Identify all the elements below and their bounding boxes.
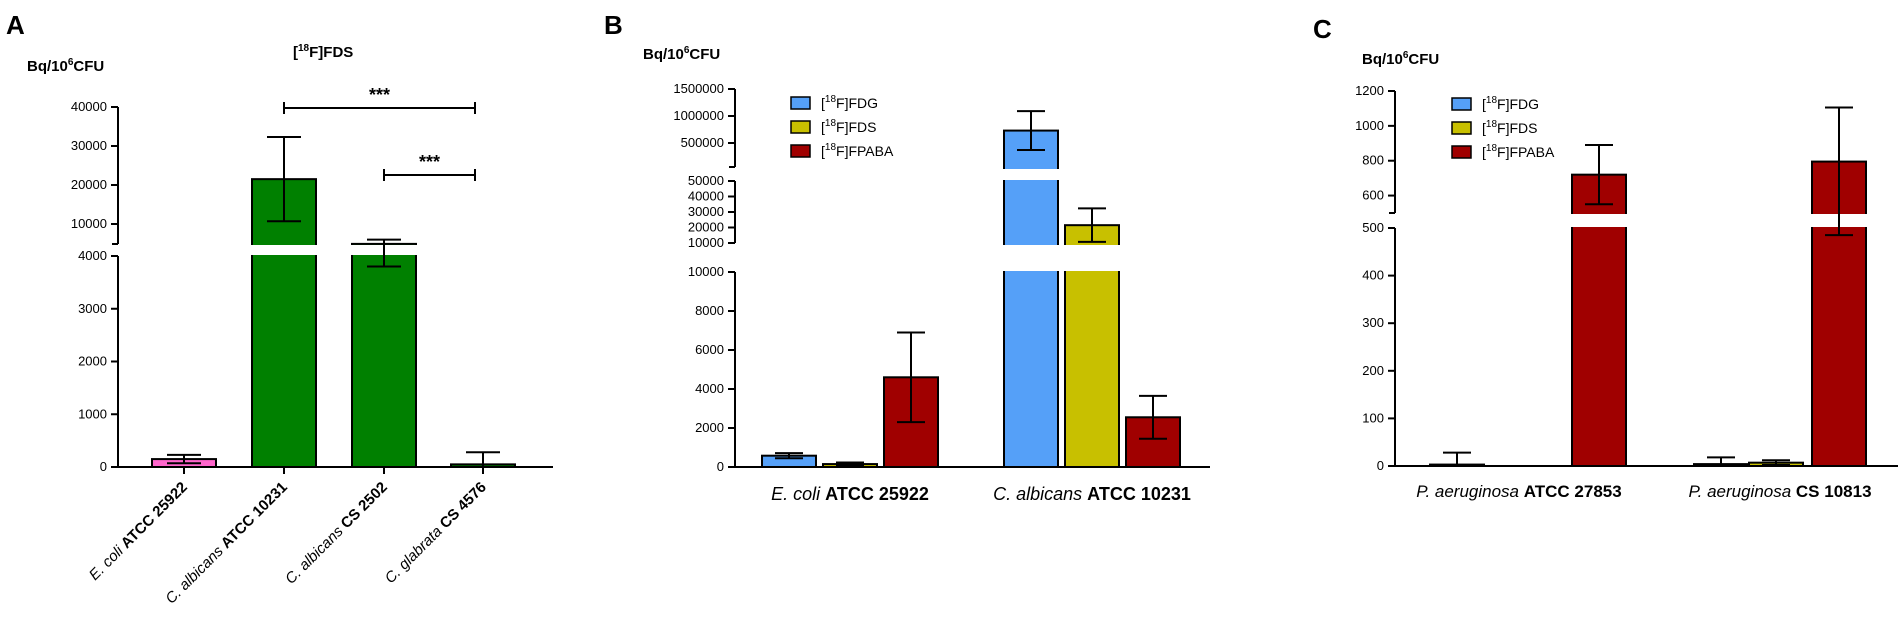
y-tick-label-b: 10000: [688, 264, 724, 279]
x-tick-label-b-0: E. coli ATCC 25922: [771, 484, 929, 504]
panel-b: 0200040006000800010000100002000030000400…: [673, 81, 1210, 504]
y-tick-label-c: 600: [1362, 188, 1384, 203]
significance-label-1: ***: [419, 152, 440, 172]
bar-break-gap: [250, 245, 318, 255]
bar-break-gap: [1570, 214, 1628, 227]
bar-break-gap: [1002, 245, 1060, 271]
y-tick-label-a: 20000: [71, 177, 107, 192]
y-tick-label-b: 1500000: [673, 81, 724, 96]
panel-c: 0 100 200 300 400 500 600 800 1000 1200 P. aerugin…: [1355, 83, 1898, 501]
legend-label: [18F]FDG: [821, 94, 878, 111]
legend-swatch: [1451, 145, 1472, 159]
chart-title-a: [18F]FDS: [293, 43, 353, 61]
panel-letter-a: A: [6, 10, 25, 40]
y-tick-label-a: 10000: [71, 216, 107, 231]
legend-swatch: [790, 120, 811, 134]
x-tick-label-a-3: C. glabrata CS 4576: [382, 479, 490, 587]
y-tick-label-c: 400: [1362, 268, 1384, 283]
y-tick-label-c: 300: [1362, 315, 1384, 330]
bar-break-gap: [1002, 169, 1060, 180]
y-tick-label-b: 10000: [688, 235, 724, 250]
x-tick-label-a-2: C. albicans CS 2502: [282, 479, 391, 588]
y-tick-label-b: 6000: [695, 342, 724, 357]
panel-a: 0 1000 2000 3000 4000 10000 20000 30000 40000 E. …: [71, 85, 553, 607]
y-tick-label-b: 20000: [688, 220, 724, 235]
legend-label: [18F]FPABA: [821, 142, 894, 159]
y-axis-title-a: Bq/106CFU: [27, 57, 104, 75]
legend-swatch: [790, 144, 811, 158]
legend-label: [18F]FPABA: [1482, 143, 1555, 160]
legend-swatch: [1451, 121, 1472, 135]
y-tick-label-c: 100: [1362, 410, 1384, 425]
x-tick-label-c-1: P. aeruginosa CS 10813: [1688, 482, 1871, 501]
y-tick-label-b: 1000000: [673, 108, 724, 123]
panel-letter-b: B: [604, 10, 623, 40]
y-tick-label-b: 50000: [688, 173, 724, 188]
y-tick-label-a: 1000: [78, 406, 107, 421]
y-tick-label-b: 40000: [688, 189, 724, 204]
y-tick-label-c: 1200: [1355, 83, 1384, 98]
y-tick-label-a: 0: [100, 459, 107, 474]
y-tick-label-c: 1000: [1355, 118, 1384, 133]
y-tick-label-b: 2000: [695, 420, 724, 435]
y-tick-label-a: 40000: [71, 99, 107, 114]
legend-label: [18F]FDS: [821, 118, 876, 135]
bar-a-1: [251, 178, 317, 468]
y-tick-label-c: 500: [1362, 220, 1384, 235]
x-tick-label-a-0: E. coli ATCC 25922: [86, 479, 191, 584]
legend-swatch: [790, 96, 811, 110]
bar-break-gap: [1063, 245, 1121, 271]
bar-a-2: [351, 242, 417, 468]
y-tick-label-c: 200: [1362, 363, 1384, 378]
legend-swatch: [1451, 97, 1472, 111]
y-tick-label-b: 0: [717, 459, 724, 474]
significance-label-0: ***: [369, 85, 390, 105]
legend-label: [18F]FDG: [1482, 95, 1539, 112]
y-tick-label-a: 4000: [78, 248, 107, 263]
y-axis-title-b: Bq/106CFU: [643, 45, 720, 63]
bar-b-0-1: [1003, 129, 1059, 469]
y-tick-label-a: 3000: [78, 301, 107, 316]
y-tick-label-a: 30000: [71, 138, 107, 153]
panel-letter-c: C: [1313, 14, 1332, 44]
y-tick-label-b: 30000: [688, 204, 724, 219]
legend-label: [18F]FDS: [1482, 119, 1537, 136]
y-tick-label-b: 500000: [681, 135, 724, 150]
y-tick-label-c: 0: [1377, 458, 1384, 473]
x-tick-label-c-0: P. aeruginosa ATCC 27853: [1416, 482, 1621, 501]
y-axis-title-c: Bq/106CFU: [1362, 50, 1439, 68]
y-tick-label-b: 4000: [695, 381, 724, 396]
y-tick-label-b: 8000: [695, 303, 724, 318]
y-tick-label-a: 2000: [78, 354, 107, 369]
x-tick-label-b-1: C. albicans ATCC 10231: [993, 484, 1191, 504]
y-tick-label-c: 800: [1362, 153, 1384, 168]
